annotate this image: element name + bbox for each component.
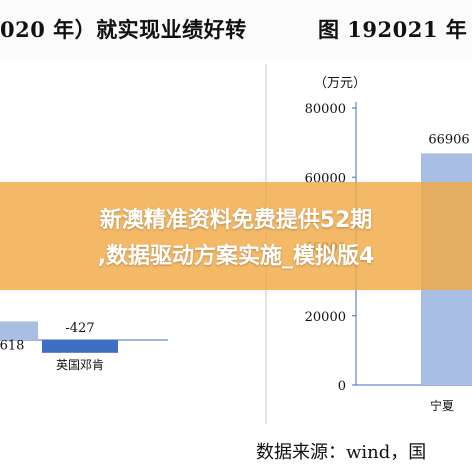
left-bar-1 <box>42 340 118 353</box>
left-data-label-0: 618 <box>0 338 24 353</box>
title-strip: 020 年）就实现业绩好转 图 192021 年 <box>0 0 472 60</box>
right-y-tick-label-1: 20000 <box>305 310 346 325</box>
right-y-tick-label-0: 0 <box>338 379 346 394</box>
right-category-label-0: 宁夏 <box>430 398 454 413</box>
left-chart-title: 020 年）就实现业绩好转 <box>0 17 247 42</box>
left-data-label-1: -427 <box>65 321 94 336</box>
y-axis-unit-label: （万元） <box>314 76 367 91</box>
left-bar-0 <box>0 321 38 340</box>
left-category-label-1: 英国邓肯 <box>56 358 104 372</box>
right-y-tick-label-4: 80000 <box>305 102 346 117</box>
right-data-label-0: 66906 <box>428 132 469 147</box>
banner-line-2: ,数据驱动方案实施_模拟版4 <box>97 244 375 269</box>
right-chart-title: 图 192021 年 <box>318 17 468 42</box>
overlay-banner: 新澳精准资料免费提供52期 ,数据驱动方案实施_模拟版4 <box>0 182 472 290</box>
banner-line-1: 新澳精准资料免费提供52期 <box>99 208 373 233</box>
data-source-note: 数据来源：wind，国 <box>256 442 427 463</box>
